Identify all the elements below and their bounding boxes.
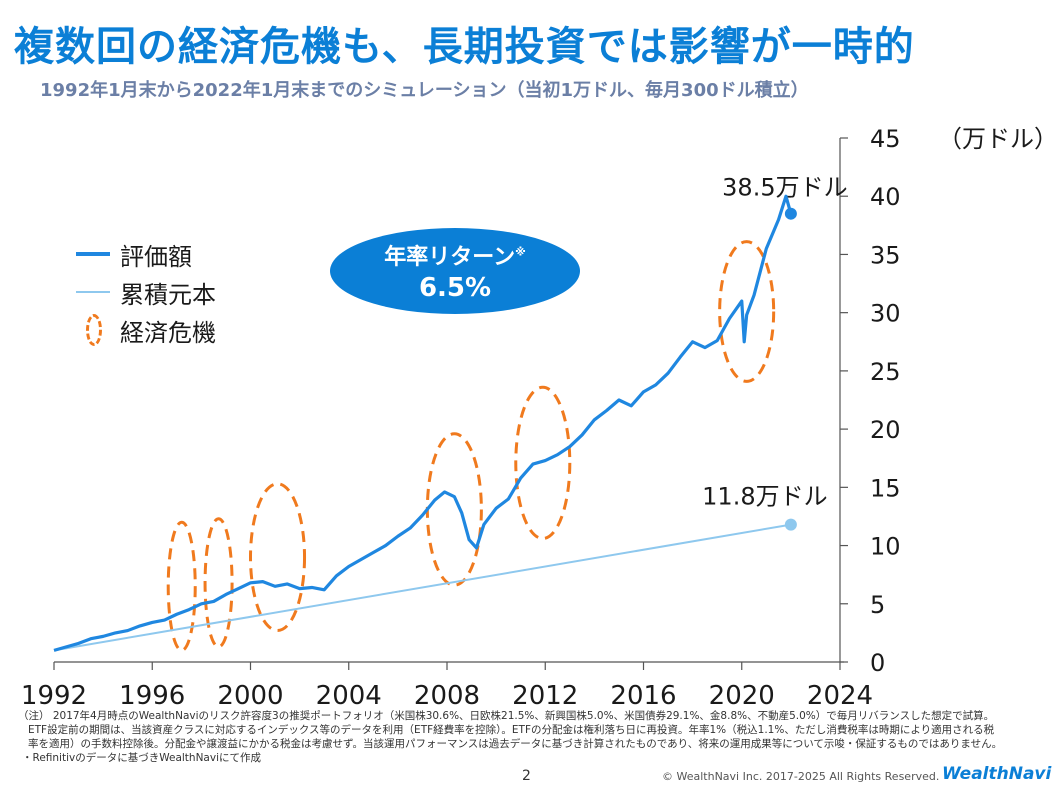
crisis-ellipse	[248, 482, 307, 633]
footnote-line-1: （注） 2017年4月時点のWealthNaviのリスク許容度3の推奨ポートフォ…	[18, 710, 995, 722]
footnote-line-2: ETF設定前の期間は、当該資産クラスに対応するインデックス等のデータを利用（ET…	[28, 724, 995, 736]
crisis-ellipse	[203, 517, 234, 649]
x-tick-label: 2000	[217, 681, 283, 711]
page-number: 2	[522, 768, 531, 784]
evaluation-end-point	[784, 207, 797, 220]
x-tick-label: 1996	[119, 681, 185, 711]
footnote-line-3: 率を適用）の手数料控除後。分配金や譲渡益にかかる税金は考慮せず。当該運用パフォー…	[28, 738, 1003, 750]
crisis-ellipse	[718, 240, 776, 383]
annual-return-badge: 年率リターン※ 6.5%	[330, 228, 580, 314]
annual-return-value: 6.5%	[418, 273, 492, 303]
y-tick-label: 30	[870, 300, 901, 328]
crisis-ellipse	[514, 385, 572, 541]
evaluation-line	[53, 194, 793, 652]
legend-label-principal: 累積元本	[120, 280, 216, 309]
page-title: 複数回の経済危機も、長期投資では影響が一時的	[14, 24, 915, 70]
y-tick-label: 35	[870, 241, 901, 269]
crisis-ellipse	[425, 432, 483, 587]
legend-swatch-principal	[76, 291, 110, 293]
annual-return-note-mark: ※	[515, 245, 526, 259]
y-tick-label: 5	[870, 591, 885, 619]
legend-swatch-crisis	[86, 314, 102, 346]
crisis-ellipse	[166, 520, 197, 652]
legend-label-evaluation: 評価額	[120, 242, 192, 271]
y-tick-label: 20	[870, 416, 901, 444]
labels: 38.5万ドル 11.8万ドル	[702, 174, 847, 511]
x-tick-label: 2012	[512, 681, 578, 711]
legend-swatch-evaluation	[76, 252, 110, 256]
x-tick-label: 2020	[709, 681, 775, 711]
x-tick-label: 2016	[610, 681, 676, 711]
legend-label-crisis: 経済危機	[120, 318, 216, 347]
x-tick-label: 1992	[21, 681, 87, 711]
y-axis-unit-label: （万ドル）	[938, 125, 1055, 153]
annual-return-label-text: 年率リターン	[384, 245, 516, 270]
legend: 評価額 累積元本 経済危機	[76, 235, 216, 349]
x-tick-label: 2004	[316, 681, 382, 711]
y-tick-label: 25	[870, 358, 901, 386]
footnote-line-4: ・Refinitivのデータに基づきWealthNaviにて作成	[22, 752, 261, 764]
axes: 0 5 10 15 20 25 30 35 40 45 （万ドル） 1992 1996 2000 2004 2…	[21, 125, 1055, 711]
y-tick-label: 45	[870, 125, 901, 153]
copyright: © WealthNavi Inc. 2017-2025 All Rights R…	[662, 770, 940, 783]
principal-end-label: 11.8万ドル	[702, 483, 827, 511]
x-tick-label: 2008	[414, 681, 480, 711]
footnotes: （注） 2017年4月時点のWealthNaviのリスク許容度3の推奨ポートフォ…	[18, 709, 1043, 765]
legend-item-evaluation: 評価額	[76, 235, 216, 273]
series	[53, 194, 797, 652]
x-tick-label: 2024	[807, 681, 873, 711]
y-tick-label: 10	[870, 533, 901, 561]
principal-line	[53, 523, 792, 652]
principal-end-point	[784, 518, 797, 531]
evaluation-end-label: 38.5万ドル	[722, 174, 847, 202]
y-tick-label: 15	[870, 474, 901, 502]
legend-item-crisis: 経済危機	[76, 311, 216, 349]
crisis-markers	[166, 240, 776, 652]
page-subtitle: 1992年1月末から2022年1月末までのシミュレーション（当初1万ドル、毎月3…	[40, 80, 809, 101]
annual-return-label: 年率リターン※	[330, 239, 580, 271]
legend-item-principal: 累積元本	[76, 273, 216, 311]
brand-logo: WealthNavi	[942, 764, 1052, 784]
y-tick-label: 0	[870, 649, 885, 677]
y-tick-label: 40	[870, 183, 901, 211]
